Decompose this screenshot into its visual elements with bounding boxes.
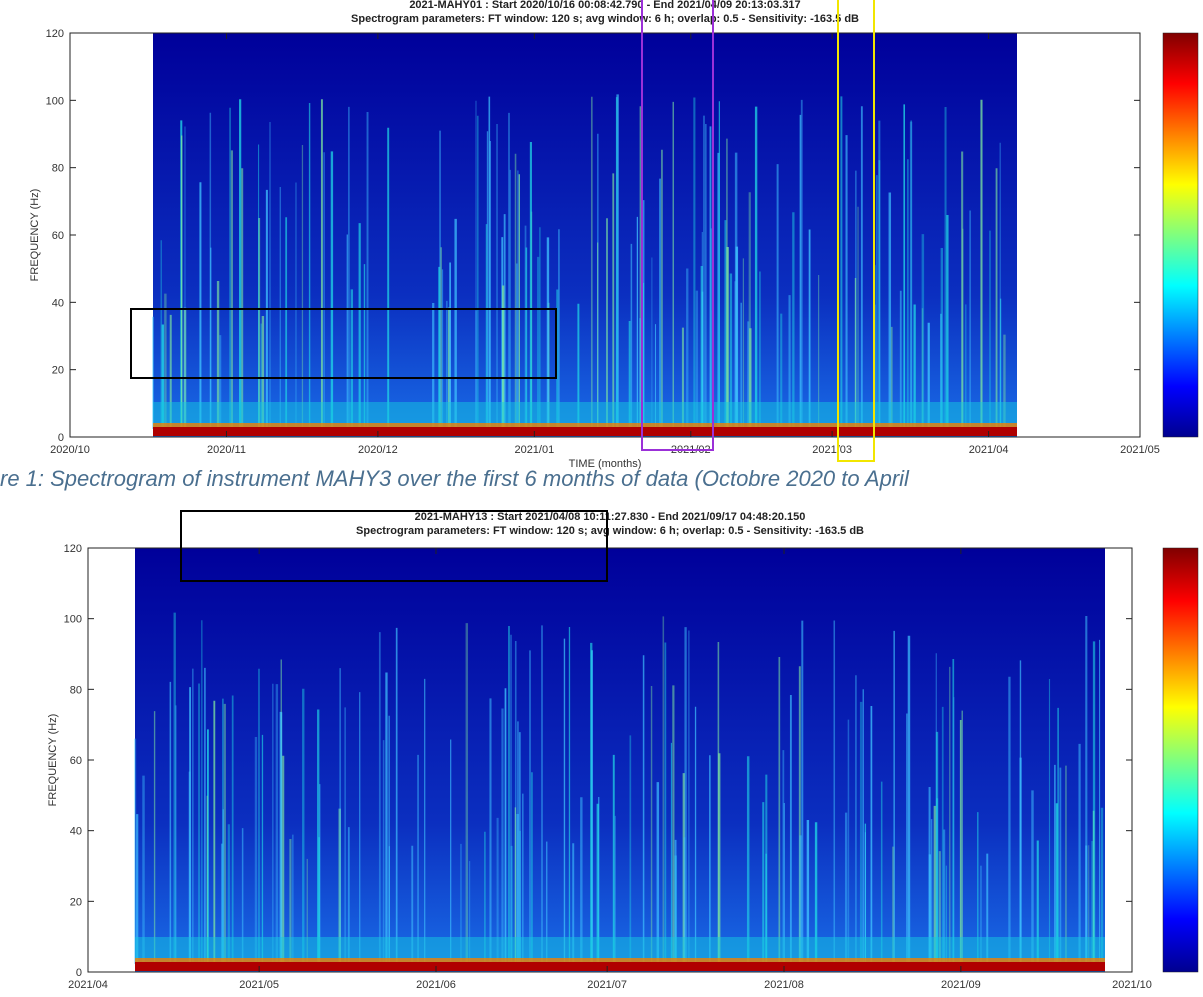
chart-title: 2021-MAHY01 : Start 2020/10/16 00:08:42.… — [409, 0, 800, 11]
chart: 0 20 40 60 80 100 120 2020/10 2020/11 2020/12 2021… — [0, 0, 1198, 491]
spectrogram-background — [153, 33, 1017, 437]
y-tick-label: 80 — [52, 163, 64, 175]
colorbar — [1163, 33, 1198, 437]
y-tick-label: 80 — [70, 684, 82, 696]
y-tick-label: 20 — [70, 896, 82, 908]
y-tick-label: 120 — [64, 543, 82, 555]
x-tick-label: 2021/09 — [941, 979, 981, 991]
x-tick-label: 2021/10 — [1112, 979, 1152, 991]
x-tick-label: 2021/05 — [1120, 444, 1160, 456]
y-tick-label: 20 — [52, 365, 64, 377]
spectrogram-low-band — [135, 962, 1105, 971]
figure-caption: re 1: Spectrogram of instrument MAHY3 ov… — [0, 466, 910, 491]
y-axis-label: FREQUENCY (Hz) — [47, 714, 59, 807]
y-tick-label: 40 — [70, 826, 82, 838]
x-tick-label: 2020/11 — [207, 444, 246, 456]
x-tick-label: 2021/07 — [587, 979, 627, 991]
x-tick-label: 2021/04 — [969, 444, 1009, 456]
chart-title: 2021-MAHY13 : Start 2021/04/08 10:11:27.… — [415, 511, 806, 523]
x-tick-label: 2021/05 — [239, 979, 279, 991]
y-tick-label: 0 — [58, 432, 64, 444]
chart-subtitle: Spectrogram parameters: FT window: 120 s… — [356, 525, 864, 537]
page: {"chart_data": [ {"type": "spectrogram",… — [0, 0, 1203, 992]
y-tick-label: 100 — [64, 614, 82, 626]
y-tick-label: 60 — [70, 755, 82, 767]
y-tick-label: 40 — [52, 297, 64, 309]
x-tick-label: 2020/12 — [358, 444, 398, 456]
x-tick-label: 2021/03 — [812, 444, 852, 456]
figure: 0 20 40 60 80 100 120 2020/10 2020/11 2020/12 2021… — [0, 0, 1203, 992]
chart-subtitle: Spectrogram parameters: FT window: 120 s… — [351, 13, 859, 25]
x-tick-label: 2020/10 — [50, 444, 90, 456]
colorbar — [1163, 548, 1198, 972]
chart: 0 20 40 60 80 100 120 2021/04 2021/05 2021/06 2021… — [47, 511, 1198, 991]
x-tick-label: 2021/06 — [416, 979, 456, 991]
x-tick-label: 2021/01 — [514, 444, 554, 456]
y-axis-label: FREQUENCY (Hz) — [29, 189, 41, 282]
y-tick-label: 120 — [46, 28, 64, 40]
y-tick-label: 60 — [52, 230, 64, 242]
spectrogram-low-band — [153, 427, 1017, 436]
x-tick-label: 2021/04 — [68, 979, 108, 991]
y-tick-label: 100 — [46, 95, 64, 107]
x-tick-label: 2021/08 — [764, 979, 804, 991]
y-tick-label: 0 — [76, 967, 82, 979]
